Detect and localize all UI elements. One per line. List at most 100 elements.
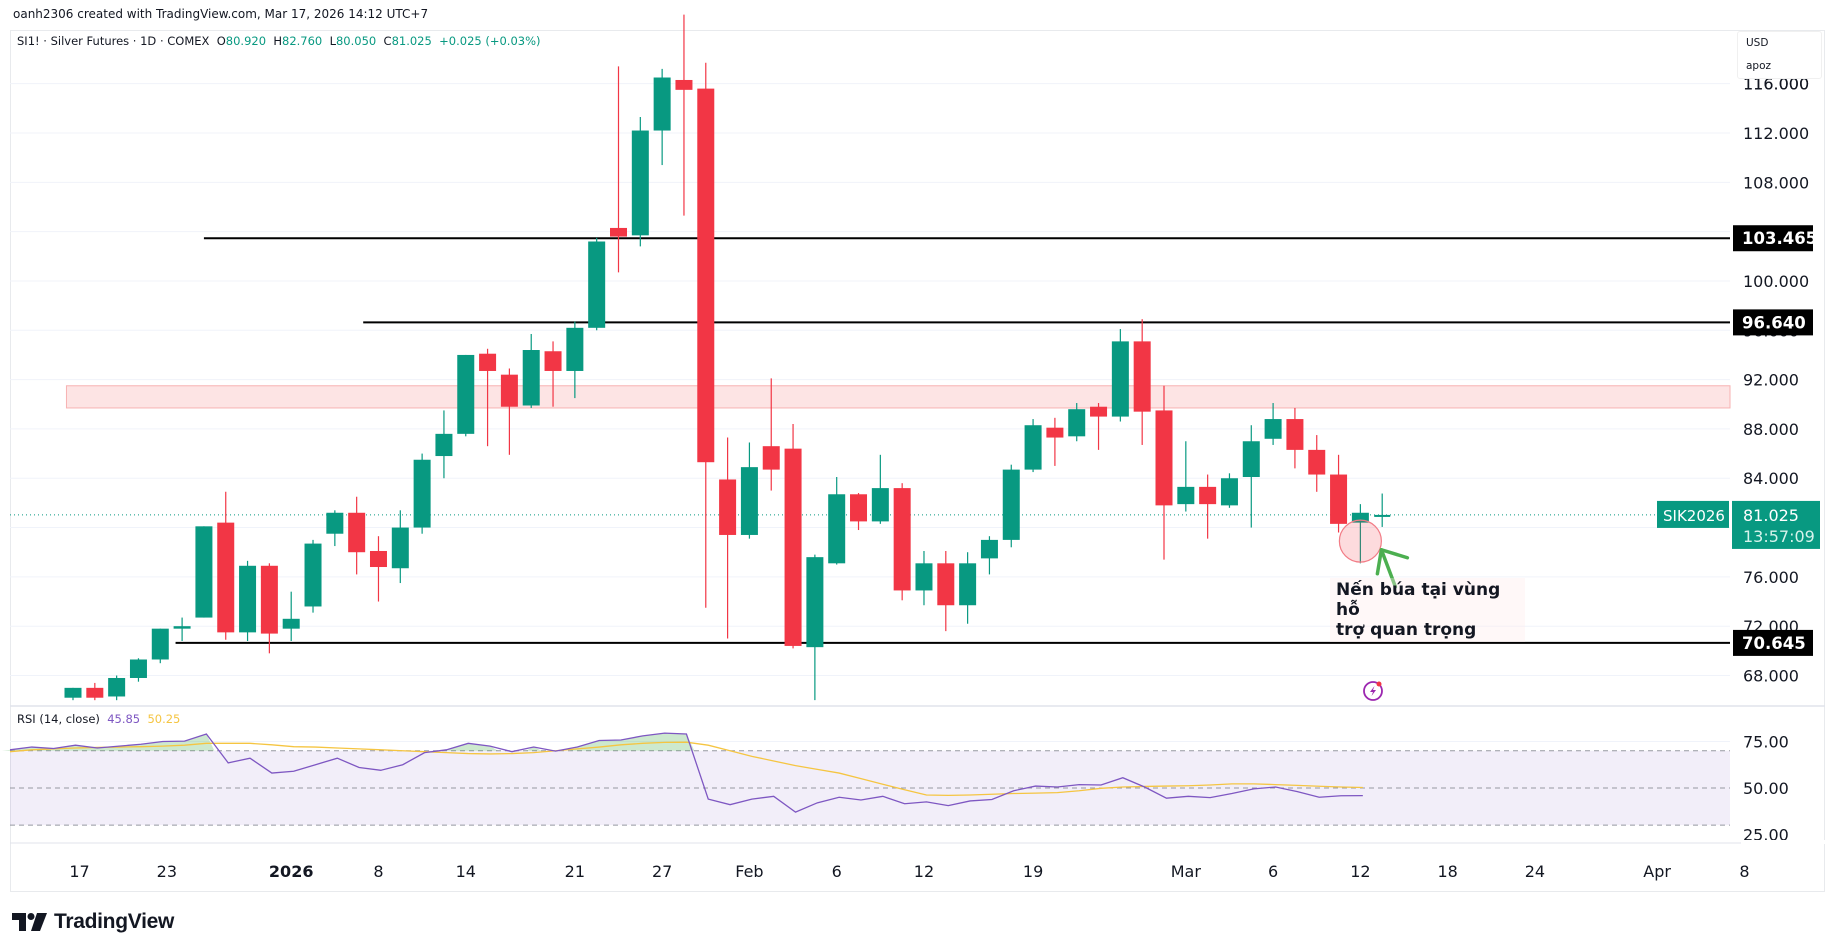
rsi-pane: 75.00 50.00 25.00 (2, 732, 1831, 844)
candle-down (500, 368, 518, 455)
candle-body (1068, 409, 1086, 437)
candle-body (1155, 410, 1173, 506)
candle-body (675, 79, 693, 90)
candle-up (129, 658, 147, 682)
level-price-tag (1733, 309, 1813, 336)
candle-body (653, 77, 671, 131)
candle-down (86, 682, 104, 701)
candle-up (588, 237, 606, 331)
candle-up (740, 442, 758, 539)
candle-up (1242, 425, 1260, 528)
candle-body (413, 459, 431, 528)
candle-body (1220, 478, 1238, 506)
candle-up (871, 454, 889, 524)
hammer-marker-layer (1338, 519, 1410, 701)
candle-body (937, 563, 955, 606)
price-tick-label: 100.000 (1743, 272, 1809, 291)
candle-body (108, 677, 126, 697)
price-tick-label: 116.000 (1743, 75, 1809, 94)
symbol-legend[interactable]: SI1! · Silver Futures · 1D · COMEX O80.9… (17, 34, 541, 48)
rsi-legend[interactable]: RSI (14, close) 45.85 50.25 (17, 712, 180, 726)
candle-down (937, 550, 955, 632)
candle-up (108, 675, 126, 701)
candle-down (893, 483, 911, 601)
candle-body (828, 494, 846, 564)
candle-up (959, 552, 977, 624)
price-axis: 68.00072.00076.00080.00084.00088.00092.0… (1743, 75, 1809, 686)
candle-up (1220, 473, 1238, 508)
candle-down (1046, 417, 1064, 466)
high-value: 82.760 (282, 34, 323, 48)
alert-dot (1376, 681, 1382, 687)
rsi-axis-label: 75.00 (1743, 732, 1789, 751)
candle-body (893, 488, 911, 591)
candle-up (391, 510, 409, 584)
candle-down (1308, 435, 1326, 492)
candle-up (1351, 504, 1369, 564)
candle-body (348, 512, 366, 553)
time-tick-label: 8 (373, 862, 383, 881)
time-tick-label: 27 (652, 862, 672, 881)
candle-body (217, 522, 235, 633)
candle-up (1374, 493, 1391, 527)
candle-body (479, 353, 497, 371)
time-tick-label: Feb (735, 862, 763, 881)
currency-unit-box[interactable]: USD apoz (1737, 31, 1822, 79)
candle-up (980, 536, 998, 575)
candle-down (1155, 385, 1173, 560)
candle-up (828, 477, 846, 565)
candle-body (239, 565, 257, 633)
candles-layer (64, 14, 1391, 701)
candle-body (522, 350, 540, 406)
candle-down (1090, 403, 1108, 450)
candle-down (1133, 319, 1151, 445)
candle-body (959, 563, 977, 606)
symbol-tag-text: SIK2026 (1663, 507, 1725, 525)
time-tick-label: 19 (1023, 862, 1043, 881)
candle-up (195, 526, 213, 618)
annotation-line-2: trợ quan trọng (1336, 620, 1477, 640)
candle-down (369, 536, 387, 602)
candle-body (64, 687, 82, 698)
candle-body (1002, 469, 1020, 540)
rsi-overbought-fill (2, 734, 215, 751)
countdown-text: 13:57:09 (1743, 527, 1815, 546)
candle-up (151, 628, 169, 664)
candle-body (980, 539, 998, 559)
price-tick-label: 84.000 (1743, 469, 1799, 488)
level-price-tag (1733, 225, 1813, 252)
time-tick-label: 18 (1437, 862, 1457, 881)
rsi-title: RSI (14, close) (17, 712, 100, 726)
annotation-arrow-shaft (1379, 548, 1398, 589)
hammer-annotation[interactable]: Nến búa tại vùng hỗ trợ quan trọng (1330, 578, 1525, 642)
low-label: L (329, 34, 336, 48)
level-price-tag-text: 70.645 (1742, 634, 1806, 653)
candle-body (195, 526, 213, 618)
open-value: 80.920 (225, 34, 267, 48)
currency-label: USD (1746, 37, 1769, 49)
candle-body (544, 351, 562, 371)
time-axis: 17 23 2026 8 14 21 27 Feb 6 12 19 Mar 6 12 18 24 Apr 8 (69, 862, 1749, 881)
last-price-tag (1732, 500, 1820, 549)
candle-body (1351, 512, 1369, 523)
time-tick-label: 8 (1739, 862, 1749, 881)
candle-body (1374, 514, 1391, 517)
price-tick-label: 116.000 (1743, 75, 1809, 94)
price-tick-label: 92.000 (1743, 371, 1799, 390)
candle-body (435, 433, 453, 457)
candle-down (719, 437, 737, 639)
unit-label: apoz (1746, 60, 1772, 72)
price-tick-label: 88.000 (1743, 420, 1799, 439)
tradingview-logo[interactable]: TradingView (12, 910, 174, 934)
candle-up (1068, 403, 1086, 442)
candle-up (522, 333, 540, 408)
candle-up (1111, 329, 1129, 422)
rsi-axis-clip (1741, 840, 1831, 844)
candle-body (129, 659, 147, 678)
symbol-name: SI1! · Silver Futures · 1D · COMEX (17, 34, 210, 48)
candle-down (610, 66, 627, 273)
high-label: H (273, 34, 282, 48)
candle-down (1199, 474, 1217, 539)
candle-up (239, 560, 257, 641)
